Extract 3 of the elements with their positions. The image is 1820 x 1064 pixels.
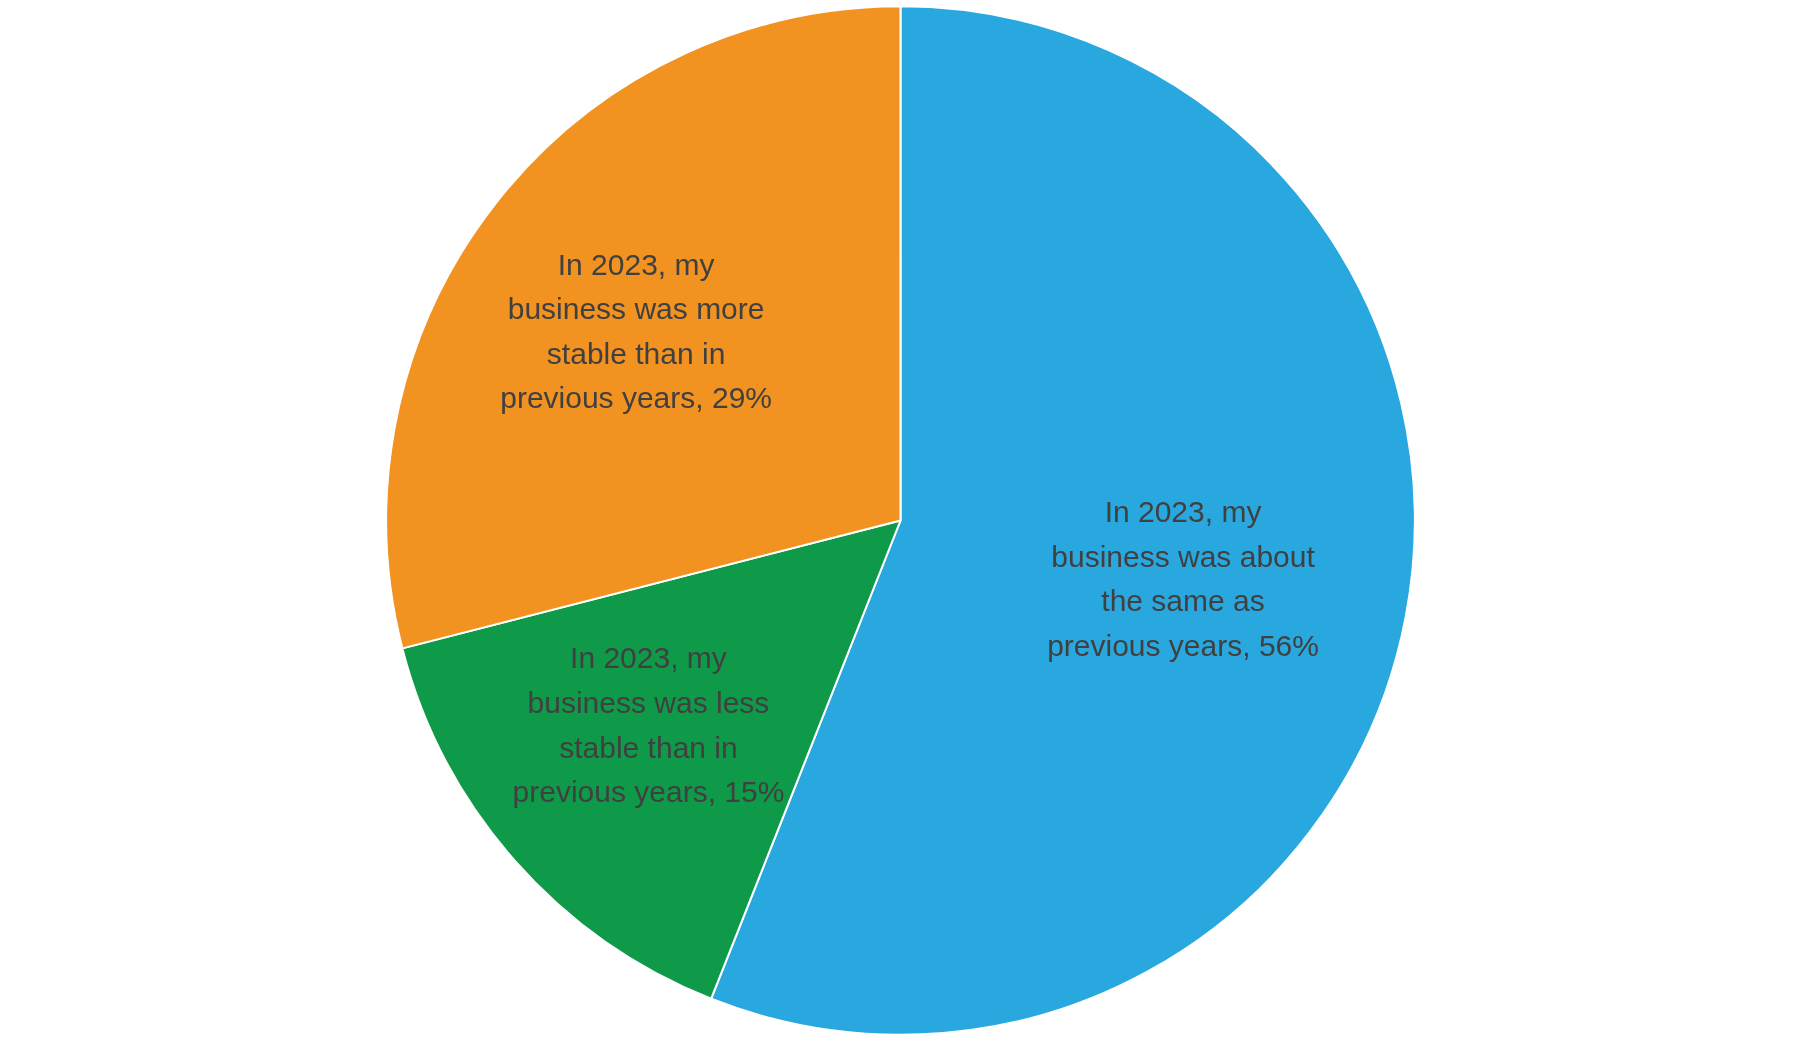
slice-label: In 2023, my business was more stable than in previous years, 29% [500,247,773,415]
slice-label: In 2023, my business was about the same as previous years, 56% [1047,495,1319,662]
slice-label: In 2023, my business was less stable than in previous years, 15% [512,641,785,809]
